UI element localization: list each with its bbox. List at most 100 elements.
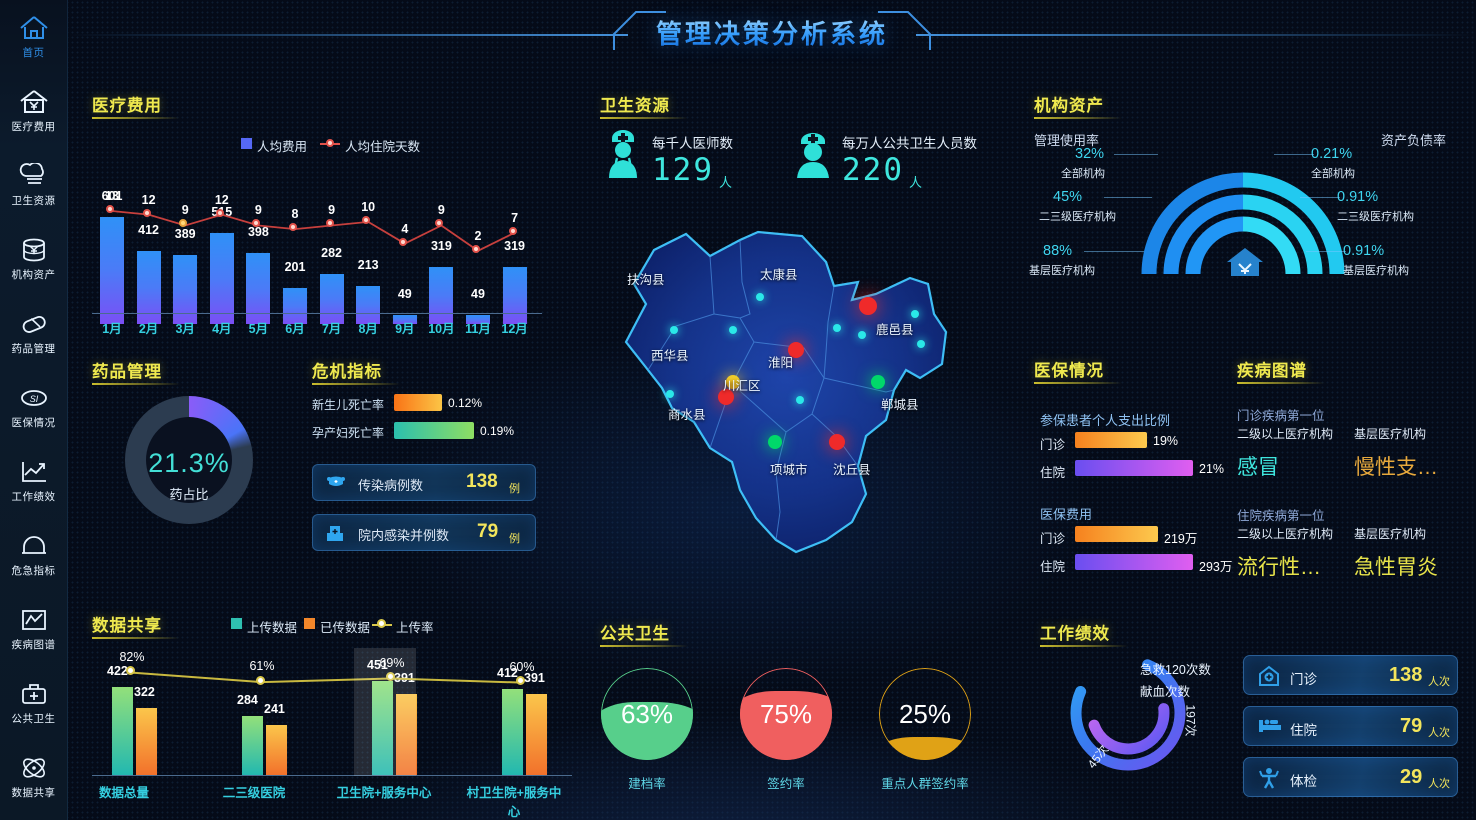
sidebar-item-6[interactable]: SI 医保情况 <box>0 370 67 444</box>
crisis-card-unit: 例 <box>509 533 520 545</box>
map-marker[interactable] <box>871 375 885 389</box>
map-region-label[interactable]: 商水县 <box>668 408 706 422</box>
line-value-label: 9 <box>437 203 445 218</box>
asset-leader-line <box>1084 251 1144 252</box>
x-axis-tick: 2月 <box>138 322 159 336</box>
map-region-label[interactable]: 太康县 <box>760 268 798 282</box>
medical-cost-chart: 6014123895153982012822134931949319131291… <box>92 189 534 324</box>
line-point <box>472 244 480 253</box>
map-marker[interactable] <box>829 434 845 450</box>
bar-value-label: 319 <box>504 239 526 254</box>
map-region-label[interactable]: 郸城县 <box>881 398 919 412</box>
institution-asset-rule <box>1034 117 1122 119</box>
bar-uploaded <box>526 693 547 775</box>
kpi-value: 220 <box>842 152 904 188</box>
map-marker[interactable] <box>670 326 678 334</box>
bar-avg-cost <box>209 232 234 324</box>
map-marker[interactable] <box>788 342 804 358</box>
map-marker[interactable] <box>726 375 740 389</box>
bar-avg-cost <box>173 255 198 324</box>
map-marker[interactable] <box>859 297 877 315</box>
sidebar-item-9[interactable]: 疾病图谱 <box>0 592 67 666</box>
bar-upload-value: 412 <box>497 666 518 681</box>
sidebar-item-8[interactable]: 危急指标 <box>0 518 67 592</box>
medkit-icon <box>19 681 49 707</box>
bar-uploaded-value: 391 <box>524 670 545 685</box>
map-region-label[interactable]: 扶沟县 <box>627 273 665 287</box>
bar-upload-value: 284 <box>237 693 258 707</box>
crisis-row-label: 新生儿死亡率 <box>312 398 385 412</box>
sidebar-item-label: 卫生资源 <box>11 194 56 207</box>
map-marker[interactable] <box>796 396 804 404</box>
map-region-label[interactable]: 川汇区 <box>723 379 761 393</box>
line-value-label: 7 <box>511 210 519 225</box>
map-marker[interactable] <box>833 324 841 332</box>
insurance-row-label: 住院 <box>1040 560 1066 574</box>
sidebar-item-label: 药品管理 <box>11 342 56 355</box>
bar-value-label: 319 <box>430 239 452 254</box>
bar-avg-cost <box>246 253 271 324</box>
rate-point <box>125 666 135 676</box>
gauge-caption: 签约率 <box>767 777 805 791</box>
map-region-label[interactable]: 项城市 <box>770 463 808 477</box>
crisis-row-value: 0.19% <box>480 424 515 438</box>
sidebar-item-5[interactable]: 药品管理 <box>0 296 67 370</box>
sidebar-item-10[interactable]: 公共卫生 <box>0 666 67 740</box>
map-region-label[interactable]: 鹿邑县 <box>876 323 914 337</box>
legend-swatch-avg-cost <box>241 138 252 149</box>
sidebar-item-label: 危急指标 <box>11 564 56 577</box>
map-marker[interactable] <box>666 390 674 398</box>
crisis-card[interactable] <box>312 514 536 551</box>
map-region-label[interactable]: 淮阳 <box>768 356 794 370</box>
line-point <box>508 226 517 235</box>
bar-value-label: 49 <box>397 287 412 302</box>
stat-card[interactable] <box>1243 757 1458 797</box>
sidebar-item-4[interactable]: 机构资产 <box>0 222 67 296</box>
crisis-rule <box>312 383 400 385</box>
sidebar-item-7[interactable]: 工作绩效 <box>0 444 67 518</box>
nurse-icon <box>790 128 836 185</box>
header-rule-left <box>68 34 628 36</box>
crisis-card[interactable] <box>312 464 536 501</box>
drug-ratio-value: 21.3% <box>148 448 230 478</box>
map-marker[interactable] <box>911 310 919 318</box>
bar-uploaded-value: 322 <box>134 685 155 700</box>
upload-rate-line <box>131 671 523 684</box>
stat-card-label: 体检 <box>1290 774 1317 789</box>
map-marker[interactable] <box>718 389 734 405</box>
map-marker[interactable] <box>729 326 737 334</box>
sidebar-item-3[interactable]: 卫生资源 <box>0 148 67 222</box>
map-region-label[interactable]: 沈丘县 <box>833 463 871 477</box>
checkup-icon <box>1258 767 1280 794</box>
rate-point <box>385 672 395 681</box>
map-region-label[interactable]: 西华县 <box>651 349 689 363</box>
map-marker[interactable] <box>858 331 866 339</box>
line-value-label: 9 <box>328 203 336 218</box>
kpi-value: 129 <box>652 152 714 188</box>
map-marker[interactable] <box>768 435 782 449</box>
bar-avg-cost <box>356 286 381 324</box>
insurance-row-bar <box>1075 554 1193 570</box>
insurance-row-label: 门诊 <box>1040 438 1066 452</box>
map-marker[interactable] <box>756 293 764 301</box>
sidebar-item-1[interactable]: 首页 <box>0 0 67 74</box>
stat-card[interactable] <box>1243 655 1458 695</box>
line-point <box>252 219 261 228</box>
avg-days-line <box>111 210 515 252</box>
performance-legend-emergency: 急救120次数 <box>1140 663 1211 677</box>
line-value-label: 2 <box>474 228 482 243</box>
line-value-label: 9 <box>254 203 262 218</box>
legend-dot-avg-days <box>326 139 334 147</box>
clinic-icon <box>1258 665 1280 692</box>
crisis-title: 危机指标 <box>312 363 382 381</box>
data-share-icon <box>19 755 49 781</box>
asset-left-sub: 基层医疗机构 <box>1029 265 1095 277</box>
sidebar-item-2[interactable]: 医疗费用 <box>0 74 67 148</box>
drug-title: 药品管理 <box>92 363 162 381</box>
asset-leader-line <box>1114 154 1158 155</box>
line-value-label: 4 <box>401 221 409 236</box>
bar-upload-value: 422 <box>107 664 128 679</box>
rate-value-label: 60% <box>509 659 535 674</box>
sidebar-item-11[interactable]: 数据共享 <box>0 740 67 814</box>
map-marker[interactable] <box>917 340 925 348</box>
